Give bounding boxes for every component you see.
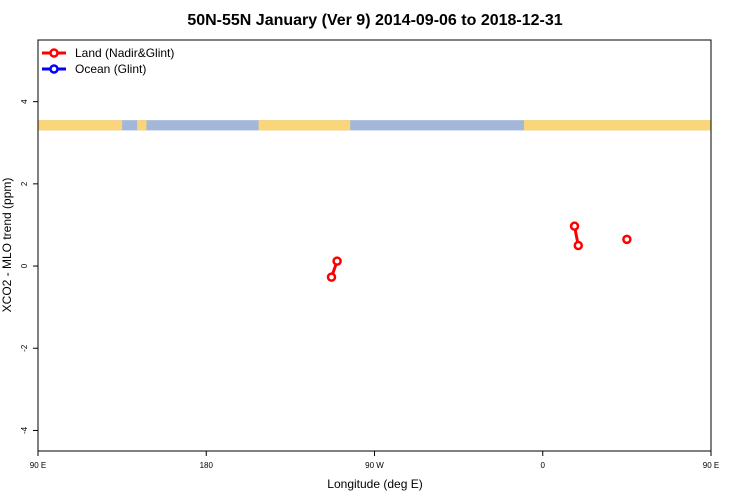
legend: Land (Nadir&Glint) Ocean (Glint)	[42, 46, 174, 76]
ocean-band	[38, 120, 711, 131]
chart-title: 50N-55N January (Ver 9) 2014-09-06 to 20…	[187, 12, 562, 29]
x-tick-label: 0	[541, 461, 546, 470]
y-axis: -4 -2 0 2 4	[20, 99, 38, 434]
y-tick-label: 4	[20, 99, 29, 104]
x-tick-label: 90 W	[365, 461, 384, 470]
plot-frame	[37, 39, 712, 452]
data-point	[326, 272, 337, 282]
land-segment	[38, 120, 123, 131]
land-segment	[524, 120, 711, 131]
legend-label: Ocean (Glint)	[75, 62, 146, 76]
x-tick-label: 90 E	[30, 461, 46, 470]
y-tick-label: 2	[20, 181, 29, 186]
legend-swatch-marker	[49, 64, 59, 74]
y-axis-label: XCO2 - MLO trend (ppm)	[0, 178, 14, 313]
legend-label: Land (Nadir&Glint)	[75, 46, 174, 60]
x-tick-label: 90 E	[703, 461, 719, 470]
land-segment	[137, 120, 147, 131]
y-tick-label: 0	[20, 263, 29, 268]
legend-swatch-marker	[49, 48, 59, 58]
x-axis-label: Longitude (deg E)	[327, 477, 422, 491]
data-point	[332, 256, 342, 266]
data-point	[573, 240, 584, 251]
land-segment	[258, 120, 351, 131]
land-ocean-strip	[38, 120, 711, 131]
y-tick-label: -2	[20, 344, 29, 352]
y-tick-label: -4	[20, 426, 29, 434]
data-point	[622, 234, 632, 245]
x-tick-label: 180	[200, 461, 214, 470]
data-point	[569, 221, 580, 231]
series-layer	[326, 221, 632, 282]
